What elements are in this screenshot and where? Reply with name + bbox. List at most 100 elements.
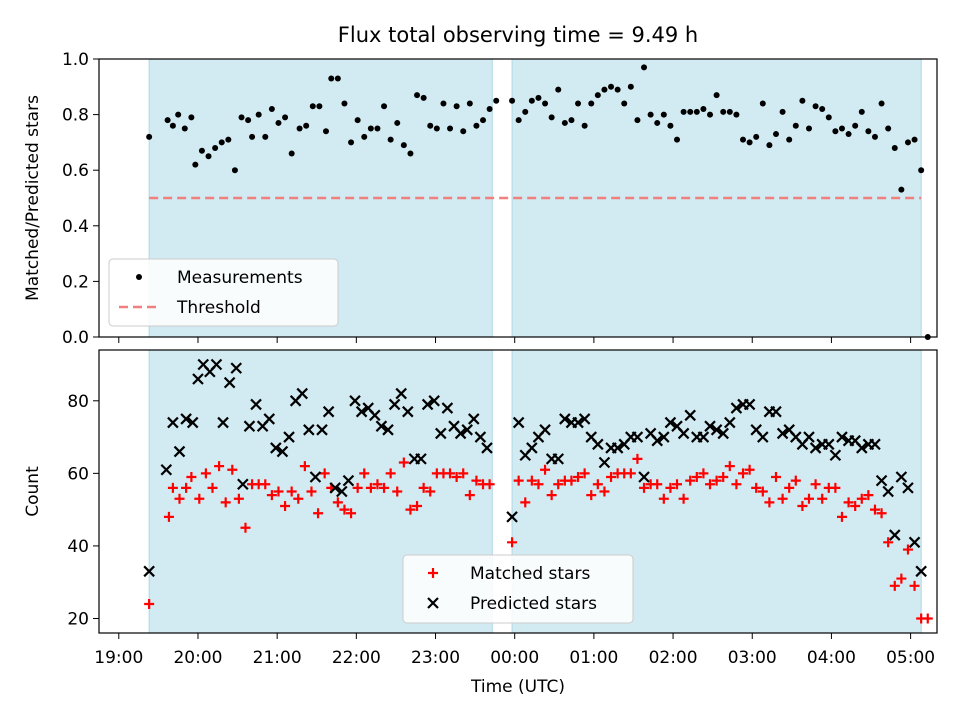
measurement-point bbox=[361, 133, 368, 140]
matched-star-point bbox=[379, 482, 390, 493]
matched-star-point bbox=[902, 544, 913, 555]
measurement-point bbox=[700, 106, 707, 113]
matched-star-point bbox=[678, 493, 689, 504]
matched-star-point bbox=[286, 486, 297, 497]
measurement-point bbox=[334, 75, 341, 82]
matched-star-point bbox=[372, 479, 383, 490]
predicted-star-point bbox=[836, 431, 848, 443]
predicted-star-point bbox=[717, 427, 729, 440]
predicted-star-point bbox=[329, 482, 342, 494]
x-axis-label: Time (UTC) bbox=[470, 677, 565, 697]
measurement-point bbox=[407, 150, 414, 157]
measurement-point bbox=[641, 64, 648, 71]
matched-star-point bbox=[339, 504, 350, 515]
predicted-star-point bbox=[468, 413, 480, 425]
predicted-star-point bbox=[697, 431, 710, 443]
matched-star-point bbox=[412, 501, 423, 512]
predicted-star-point bbox=[915, 565, 927, 578]
measurement-point bbox=[535, 94, 542, 101]
matched-star-point bbox=[579, 468, 590, 479]
matched-star-point bbox=[711, 475, 722, 486]
predicted-star-point bbox=[869, 438, 881, 451]
predicted-star-point bbox=[651, 434, 664, 447]
measurement-point bbox=[753, 133, 760, 140]
measurement-point bbox=[509, 97, 516, 104]
matched-star-point bbox=[691, 471, 702, 482]
measurement-point bbox=[387, 136, 394, 143]
measurement-point bbox=[367, 125, 374, 132]
matched-star-point bbox=[533, 479, 544, 490]
matched-star-point bbox=[731, 479, 742, 490]
measurement-point bbox=[303, 122, 310, 129]
predicted-star-point bbox=[415, 453, 427, 465]
predicted-star-point bbox=[369, 409, 381, 422]
measurement-point bbox=[555, 86, 562, 93]
matched-star-point bbox=[526, 475, 537, 486]
y-tick-label: 0.2 bbox=[62, 272, 89, 292]
matched-star-point bbox=[566, 475, 577, 486]
measurement-point bbox=[825, 114, 832, 121]
predicted-star-point bbox=[684, 409, 696, 422]
matched-star-point bbox=[174, 493, 185, 504]
matched-star-point bbox=[573, 471, 584, 482]
predicted-star-point bbox=[210, 358, 223, 371]
measurement-point bbox=[480, 117, 487, 124]
y-tick-label: 60 bbox=[67, 464, 89, 484]
matched-star-point bbox=[445, 468, 456, 479]
matched-star-point bbox=[784, 482, 795, 493]
predicted-star-point bbox=[770, 405, 782, 418]
matched-star-point bbox=[817, 493, 828, 504]
matched-star-point bbox=[464, 490, 475, 501]
measurement-point bbox=[296, 125, 303, 132]
predicted-star-point bbox=[743, 398, 756, 411]
measurement-point bbox=[845, 131, 852, 138]
measurement-point bbox=[188, 114, 195, 121]
measurement-point bbox=[414, 92, 421, 99]
measurement-point bbox=[918, 167, 925, 174]
matched-star-point bbox=[698, 468, 709, 479]
predicted-star-point bbox=[336, 485, 348, 498]
matched-star-point bbox=[313, 508, 324, 519]
predicted-star-point bbox=[539, 424, 551, 436]
matched-star-point bbox=[658, 493, 669, 504]
matched-star-point bbox=[332, 497, 343, 508]
measurement-point bbox=[198, 147, 205, 154]
measurement-point bbox=[713, 92, 720, 99]
measurement-point bbox=[218, 139, 225, 146]
predicted-star-point bbox=[349, 395, 361, 407]
matched-star-point bbox=[293, 493, 304, 504]
matched-star-point bbox=[685, 475, 696, 486]
matched-star-point bbox=[665, 482, 676, 493]
predicted-star-point bbox=[902, 482, 914, 494]
measurement-point bbox=[181, 125, 188, 132]
predicted-star-point bbox=[856, 442, 868, 454]
measurement-point bbox=[146, 133, 153, 140]
measurement-point bbox=[466, 100, 473, 107]
y-axis-label: Matched/Predicted stars bbox=[23, 95, 43, 301]
measurement-point bbox=[674, 136, 681, 143]
matched-star-point bbox=[718, 471, 729, 482]
matched-star-point bbox=[266, 490, 277, 501]
predicted-star-point bbox=[611, 442, 624, 454]
matched-star-point bbox=[790, 475, 801, 486]
predicted-star-point bbox=[143, 565, 155, 578]
legend-label: Matched stars bbox=[470, 564, 590, 584]
predicted-star-point bbox=[270, 442, 282, 454]
matched-star-point bbox=[200, 468, 211, 479]
predicted-star-point bbox=[263, 413, 276, 425]
predicted-star-point bbox=[421, 398, 434, 411]
matched-star-point bbox=[744, 464, 755, 475]
predicted-star-point bbox=[454, 427, 467, 440]
predicted-star-point bbox=[572, 416, 584, 429]
matched-star-point bbox=[220, 497, 231, 508]
measurement-point bbox=[225, 136, 232, 143]
measurement-point bbox=[255, 111, 262, 118]
matched-star-point bbox=[764, 497, 775, 508]
predicted-star-point bbox=[474, 431, 487, 443]
matched-star-point bbox=[346, 508, 357, 519]
measurement-point bbox=[904, 139, 911, 146]
measurement-point bbox=[275, 119, 282, 126]
matched-star-point bbox=[319, 468, 330, 479]
top-legend: Measurements Threshold bbox=[108, 258, 339, 327]
predicted-star-point bbox=[809, 442, 822, 454]
